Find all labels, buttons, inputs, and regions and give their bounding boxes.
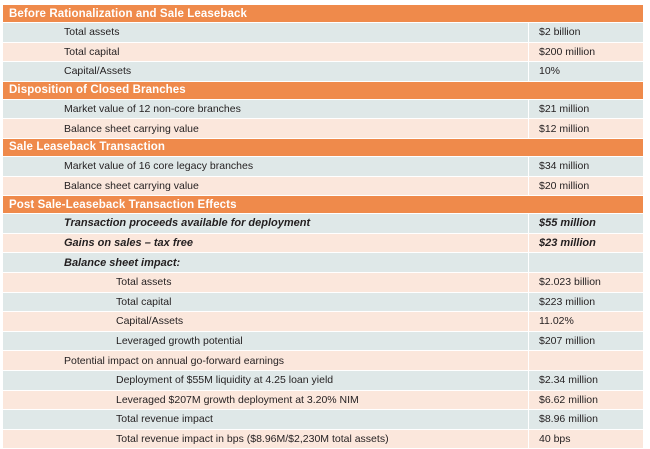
row-label: Potential impact on annual go-forward ea… bbox=[3, 351, 529, 370]
row-label: Leveraged $207M growth deployment at 3.2… bbox=[3, 390, 529, 410]
sale-leaseback-table: Before Rationalization and Sale Leasebac… bbox=[3, 5, 643, 449]
table-row: Total capital $223 million bbox=[3, 292, 643, 313]
row-value: 40 bps bbox=[539, 432, 571, 445]
row-label: Capital/Assets bbox=[3, 312, 529, 331]
row-label: Market value of 12 non-core branches bbox=[3, 99, 529, 119]
row-value: $200 million bbox=[539, 45, 596, 58]
row-label: Total capital bbox=[3, 42, 529, 62]
row-value: $21 million bbox=[539, 103, 590, 116]
table-row: Potential impact on annual go-forward ea… bbox=[3, 351, 643, 371]
row-value: $207 million bbox=[539, 335, 596, 348]
row-label: Transaction proceeds available for deplo… bbox=[3, 214, 529, 233]
row-value: $23 million bbox=[539, 237, 596, 250]
row-value: $2.023 billion bbox=[539, 276, 601, 289]
row-label: Total capital bbox=[3, 292, 529, 312]
row-label: Total assets bbox=[3, 23, 529, 42]
section-header: Sale Leaseback Transaction bbox=[3, 138, 643, 157]
table-row: Total assets $2 billion bbox=[3, 23, 643, 43]
table-row: Gains on sales – tax free $23 million bbox=[3, 233, 643, 254]
row-value: $34 million bbox=[539, 160, 590, 173]
row-value bbox=[529, 351, 643, 370]
row-label: Total revenue impact in bps ($8.96M/$2,2… bbox=[3, 429, 529, 449]
table-row: Deployment of $55M liquidity at 4.25 loa… bbox=[3, 370, 643, 391]
row-value: $2.34 million bbox=[539, 374, 598, 387]
row-label: Gains on sales – tax free bbox=[3, 233, 529, 253]
row-value: 11.02% bbox=[539, 315, 574, 328]
table-row: Capital/Assets 11.02% bbox=[3, 312, 643, 332]
row-label: Total revenue impact bbox=[3, 410, 529, 429]
row-label: Balance sheet carrying value bbox=[3, 176, 529, 196]
row-label: Capital/Assets bbox=[3, 62, 529, 81]
table-row: Balance sheet impact: bbox=[3, 253, 643, 273]
section-header: Disposition of Closed Branches bbox=[3, 81, 643, 100]
row-label: Balance sheet carrying value bbox=[3, 119, 529, 138]
row-label: Market value of 16 core legacy branches bbox=[3, 156, 529, 176]
row-value: $223 million bbox=[539, 295, 596, 308]
table-row: Market value of 12 non-core branches $21 … bbox=[3, 99, 643, 120]
table-row: Market value of 16 core legacy branches $… bbox=[3, 156, 643, 177]
table-row: Leveraged $207M growth deployment at 3.2… bbox=[3, 390, 643, 411]
row-value: $20 million bbox=[539, 179, 590, 192]
section-header: Before Rationalization and Sale Leasebac… bbox=[3, 5, 643, 23]
row-label: Leveraged growth potential bbox=[3, 331, 529, 351]
row-value: 10% bbox=[539, 65, 561, 78]
row-label: Total assets bbox=[3, 272, 529, 292]
table-row: Balance sheet carrying value $20 million bbox=[3, 176, 643, 197]
row-value bbox=[529, 253, 643, 272]
row-label: Balance sheet impact: bbox=[3, 253, 529, 272]
table-row: Total revenue impact $8.96 million bbox=[3, 410, 643, 430]
row-value: $55 million bbox=[539, 217, 596, 230]
table-row: Transaction proceeds available for deplo… bbox=[3, 214, 643, 234]
table-row: Total capital $200 million bbox=[3, 42, 643, 63]
table-row: Capital/Assets 10% bbox=[3, 62, 643, 82]
table-row: Leveraged growth potential $207 million bbox=[3, 331, 643, 352]
row-value: $2 billion bbox=[539, 26, 581, 39]
section-header: Post Sale-Leaseback Transaction Effects bbox=[3, 196, 643, 215]
table-row: Total assets $2.023 billion bbox=[3, 272, 643, 293]
table-row: Balance sheet carrying value $12 million bbox=[3, 119, 643, 139]
row-label: Deployment of $55M liquidity at 4.25 loa… bbox=[3, 370, 529, 390]
row-value: $8.96 million bbox=[539, 413, 598, 426]
row-value: $6.62 million bbox=[539, 393, 598, 406]
table-row: Total revenue impact in bps ($8.96M/$2,2… bbox=[3, 429, 643, 449]
row-value: $12 million bbox=[539, 122, 590, 135]
